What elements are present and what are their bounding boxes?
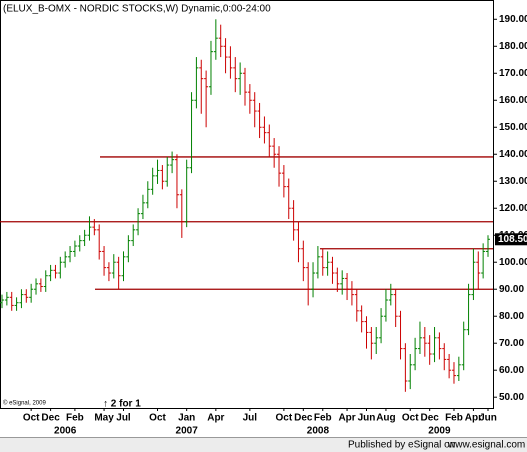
x-tick-label: Jan <box>178 413 195 424</box>
y-tick-label: 80.00 <box>499 311 524 322</box>
x-tick-label: Feb <box>445 413 463 424</box>
x-tick-label: Feb <box>314 413 332 424</box>
x-tick-label: Feb <box>66 413 84 424</box>
y-tick-label: 160.00 <box>499 95 527 106</box>
y-tick-label: 140.00 <box>499 149 527 160</box>
y-tick-label: 70.00 <box>499 338 524 349</box>
last-price-label: 108.50 <box>498 234 527 245</box>
x-tick-label: Oct <box>23 413 40 424</box>
x-tick-label: Apr <box>465 413 482 424</box>
x-year-label: 2007 <box>176 426 199 437</box>
x-year-label: 2006 <box>54 426 77 437</box>
plot-frame <box>0 0 494 409</box>
split-annotation: ↑ 2 for 1 <box>103 399 141 410</box>
x-tick-label: Jun <box>358 413 376 424</box>
x-tick-label: May <box>94 413 114 424</box>
y-tick-label: 50.00 <box>499 392 524 403</box>
x-tick-label: Apr <box>207 413 224 424</box>
last-price-box <box>495 233 527 246</box>
x-tick-label: Dec <box>294 413 313 424</box>
footer-text: Published by eSignal on <box>348 440 455 451</box>
y-tick-label: 180.00 <box>499 41 527 52</box>
x-tick-label: Oct <box>149 413 166 424</box>
y-tick-label: 190.00 <box>499 14 527 25</box>
x-tick-label: Dec <box>421 413 440 424</box>
y-tick-label: 100.00 <box>499 257 527 268</box>
copyright: © eSignal, 2009 <box>3 400 46 407</box>
x-tick-label: Jun <box>479 413 497 424</box>
footer-bar <box>0 437 527 452</box>
x-tick-label: Jul <box>243 413 258 424</box>
y-tick-label: 90.00 <box>499 284 524 295</box>
y-tick-label: 120.00 <box>499 203 527 214</box>
footer-url: www.esignal.com <box>447 440 525 451</box>
x-year-label: 2008 <box>307 426 330 437</box>
x-tick-label: Jul <box>116 413 131 424</box>
y-tick-label: 60.00 <box>499 365 524 376</box>
x-tick-label: Dec <box>41 413 60 424</box>
y-tick-label: 170.00 <box>499 68 527 79</box>
x-tick-label: Aug <box>376 413 395 424</box>
x-tick-label: Apr <box>338 413 355 424</box>
y-tick-label: 130.00 <box>499 176 527 187</box>
chart-title: (ELUX_B-OMX - NORDIC STOCKS,W) Dynamic,0… <box>3 4 271 15</box>
x-tick-label: Oct <box>276 413 293 424</box>
x-year-label: 2009 <box>428 426 451 437</box>
x-tick-label: Oct <box>402 413 419 424</box>
y-tick-label: 150.00 <box>499 122 527 133</box>
